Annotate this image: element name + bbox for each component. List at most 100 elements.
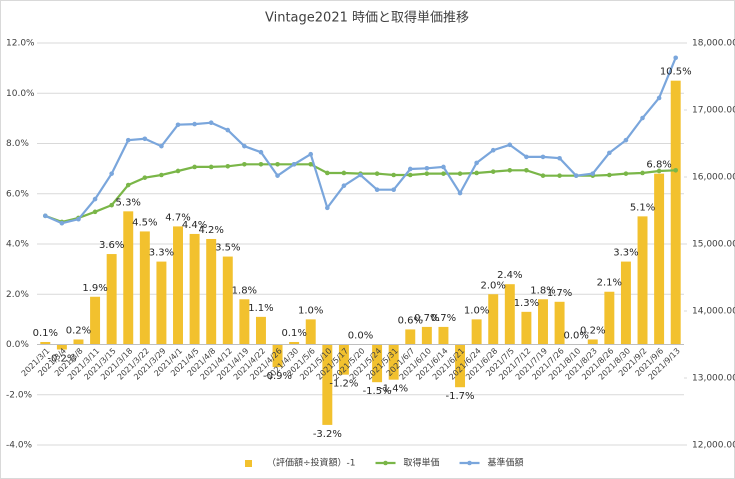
data-label: 2.4%	[497, 270, 522, 281]
line-marker	[142, 175, 148, 180]
bar	[604, 291, 615, 345]
data-label: 0.1%	[281, 328, 306, 339]
line-marker	[623, 137, 629, 143]
line-marker	[457, 171, 463, 176]
data-label: 3.5%	[215, 243, 240, 254]
bar	[106, 254, 117, 345]
data-label: 5.1%	[630, 202, 655, 213]
legend-swatch	[245, 460, 252, 467]
bar	[388, 344, 399, 380]
line-marker	[42, 213, 48, 219]
data-label: 2.0%	[481, 280, 506, 291]
line-marker	[407, 166, 413, 172]
line-marker	[109, 171, 114, 176]
line-marker	[524, 168, 529, 173]
line-marker	[92, 209, 98, 215]
line-marker	[59, 220, 65, 226]
bar	[255, 316, 266, 345]
data-label: 1.0%	[464, 305, 489, 316]
line-marker	[557, 155, 562, 161]
legend-label: 基準価額	[488, 457, 524, 469]
bar	[289, 341, 300, 345]
line-marker	[656, 95, 662, 101]
line-marker	[225, 127, 231, 133]
line-marker	[258, 149, 264, 155]
line-marker	[125, 137, 131, 143]
bar	[471, 319, 482, 345]
bar	[123, 211, 134, 345]
y2-tick-label: 12,000.00	[692, 441, 735, 451]
line-marker	[142, 136, 148, 142]
legend-label: （評価額÷投資額）-1	[267, 457, 356, 469]
data-label: 3.6%	[99, 240, 124, 251]
data-label: -1.2%	[329, 379, 358, 390]
line-marker	[92, 196, 98, 202]
bar	[239, 299, 250, 345]
bar	[90, 296, 101, 345]
line-marker	[424, 171, 430, 176]
line-marker	[573, 173, 579, 178]
line-marker	[540, 154, 546, 160]
line-marker	[540, 173, 546, 178]
line-marker	[557, 173, 562, 178]
bar	[637, 216, 648, 345]
y-tick-label: -2.0%	[6, 390, 33, 400]
line-marker	[374, 171, 380, 176]
line-marker	[590, 171, 596, 176]
line-marker	[308, 161, 314, 167]
line-marker	[208, 164, 214, 170]
bar	[139, 231, 150, 345]
line-marker	[175, 122, 181, 128]
data-label: 3.3%	[149, 248, 174, 259]
data-label: -0.9%	[263, 371, 292, 382]
data-label: -1.7%	[446, 391, 475, 402]
data-label: 0.2%	[66, 325, 91, 336]
y-tick-label: 6.0%	[6, 189, 29, 199]
data-label: 3.3%	[613, 248, 638, 259]
bar	[654, 173, 665, 345]
bar	[488, 294, 499, 345]
y-tick-label: 2.0%	[6, 290, 29, 300]
bar	[538, 299, 548, 345]
line-marker	[507, 168, 513, 173]
data-label: 4.2%	[198, 225, 223, 236]
data-label: -1.4%	[379, 384, 408, 395]
data-label: 0.1%	[33, 328, 58, 339]
line-marker	[441, 171, 446, 176]
line-marker	[656, 168, 662, 174]
line-marker	[441, 164, 446, 170]
line-marker	[208, 120, 214, 126]
bar	[189, 233, 200, 345]
data-label: 1.1%	[248, 303, 273, 314]
bar	[438, 326, 449, 345]
bar	[504, 284, 515, 345]
line-marker	[424, 165, 430, 171]
data-label: 4.5%	[132, 217, 157, 228]
line-marker	[192, 121, 197, 127]
data-label: 0.2%	[580, 325, 605, 336]
line-marker	[291, 161, 297, 167]
line-marker	[159, 172, 164, 178]
y-tick-label: 0.0%	[6, 340, 29, 350]
bar	[554, 301, 565, 345]
bar	[521, 311, 532, 345]
y2-tick-label: 13,000.00	[692, 374, 735, 384]
data-label: 0.6%	[398, 315, 423, 326]
data-label: 1.8%	[232, 285, 257, 296]
line-marker	[159, 143, 164, 149]
data-label: 1.7%	[547, 288, 572, 299]
line-marker	[325, 170, 330, 176]
data-label: 0.7%	[414, 313, 439, 324]
bar	[455, 344, 466, 388]
bar	[56, 344, 67, 350]
line-marker	[125, 182, 131, 188]
bar	[40, 341, 51, 345]
line-marker	[607, 150, 612, 156]
data-label: 0.7%	[431, 313, 456, 324]
legend-marker	[467, 460, 472, 466]
y2-tick-label: 14,000.00	[692, 307, 735, 317]
line-marker	[341, 170, 347, 176]
data-label: 0.0%	[348, 331, 373, 342]
